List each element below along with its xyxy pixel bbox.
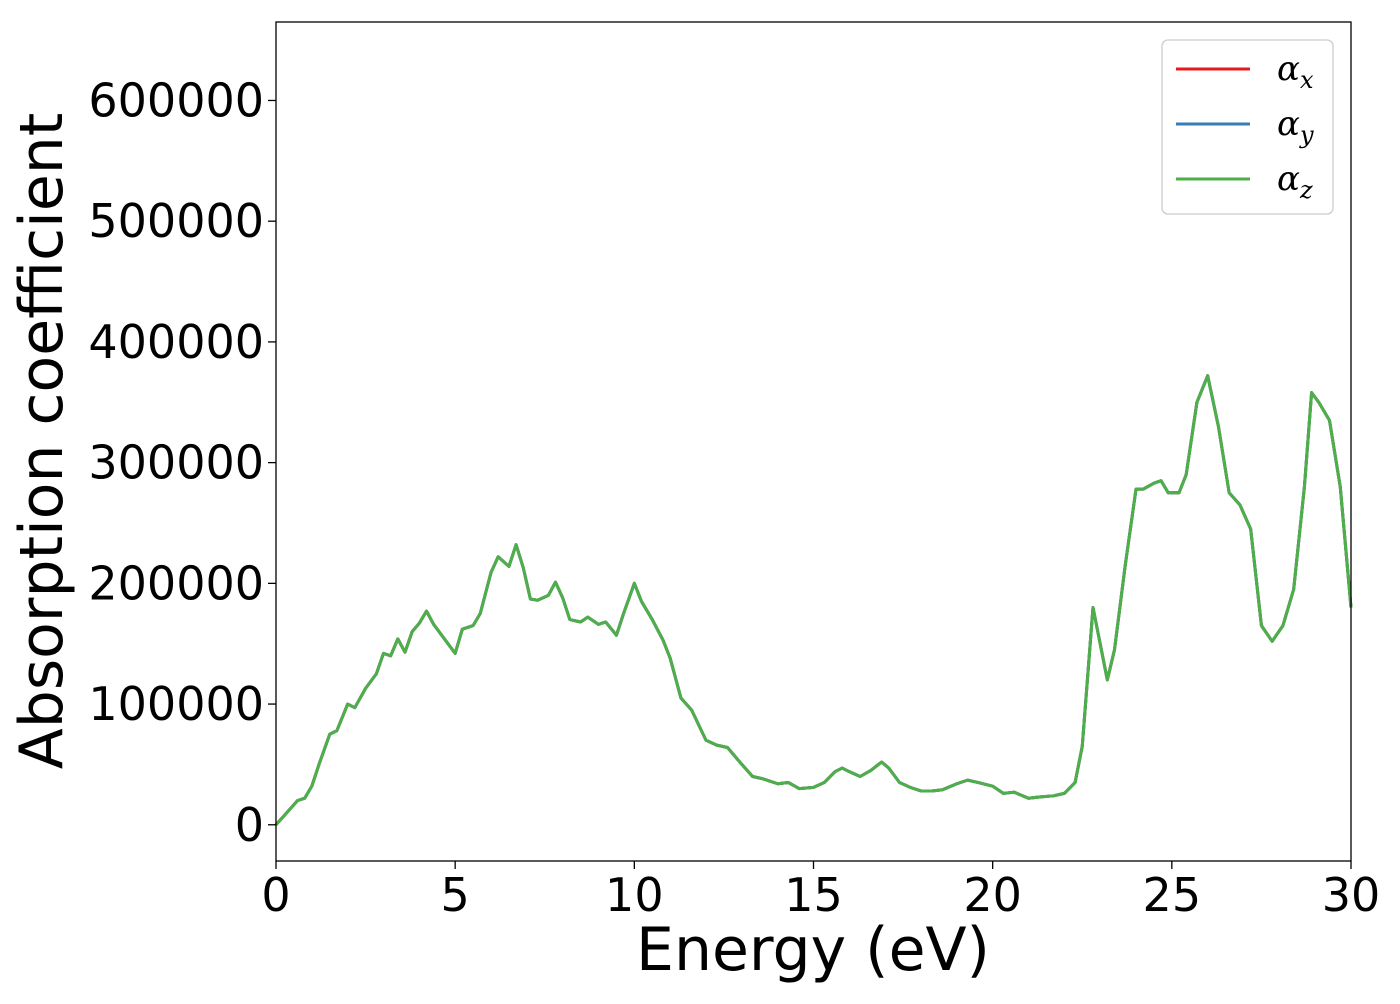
x-tick-label: 30 [1322, 868, 1381, 922]
x-tick-label: 5 [441, 868, 470, 922]
y-tick-label: 300000 [88, 436, 264, 490]
x-tick-label: 25 [1143, 868, 1202, 922]
y-tick-label: 600000 [88, 73, 264, 127]
y-tick-label: 200000 [88, 556, 264, 610]
legend-box [1161, 39, 1334, 215]
legend-label-y: αy [1277, 104, 1314, 149]
legend-label-z: αz [1277, 159, 1313, 204]
legend: αx αy αz [1161, 39, 1334, 215]
x-axis-label: Energy (eV) [636, 915, 990, 985]
y-axis: 0 100000 200000 300000 400000 500000 600000 [88, 73, 276, 852]
y-tick-label: 100000 [88, 677, 264, 731]
y-tick-label: 0 [235, 798, 264, 852]
x-tick-label: 15 [784, 868, 843, 922]
legend-label-x: αx [1277, 49, 1314, 94]
x-tick-label: 20 [963, 868, 1022, 922]
y-axis-label: Absorption coefficient [7, 113, 77, 770]
y-tick-label: 500000 [88, 194, 264, 248]
x-tick-label: 10 [605, 868, 664, 922]
x-tick-label: 0 [261, 868, 290, 922]
y-tick-label: 400000 [88, 315, 264, 369]
series-line-z [274, 374, 1353, 826]
x-axis: 0 5 10 15 20 25 30 [261, 861, 1380, 922]
series-layer [274, 374, 1353, 826]
